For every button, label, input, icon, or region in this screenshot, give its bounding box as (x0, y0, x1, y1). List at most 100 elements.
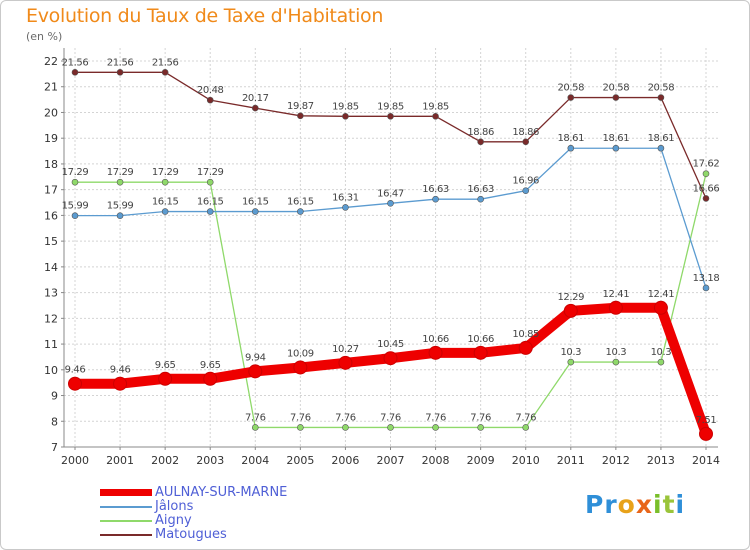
data-label: 16.15 (242, 197, 269, 208)
data-label: 13.18 (693, 273, 720, 284)
data-point (567, 144, 575, 152)
data-label: 17.29 (107, 167, 134, 178)
data-point (702, 195, 710, 202)
data-label: 16.63 (467, 184, 494, 195)
x-tick-label: 2013 (647, 454, 675, 467)
data-label: 12.41 (603, 289, 630, 300)
data-label: 21.56 (107, 57, 134, 68)
data-label: 21.56 (62, 57, 89, 68)
data-point (338, 355, 353, 370)
data-label: 10.3 (606, 347, 627, 358)
data-label: 18.86 (512, 127, 539, 138)
data-point (383, 351, 398, 366)
legend-label: AULNAY-SUR-MARNE (155, 485, 288, 500)
data-label: 15.99 (107, 201, 134, 212)
data-label: 19.85 (422, 101, 449, 112)
data-label: 16.63 (422, 184, 449, 195)
data-point (477, 195, 484, 203)
data-label: 16.15 (197, 197, 224, 208)
data-point (251, 424, 259, 431)
data-point (342, 113, 349, 120)
x-tick-label: 2005 (286, 454, 314, 467)
data-label: 16.66 (693, 183, 720, 194)
x-tick-label: 2010 (512, 454, 540, 467)
y-tick-label: 19 (44, 132, 58, 145)
data-label: 21.56 (152, 57, 179, 68)
data-label: 17.29 (152, 167, 179, 178)
data-label: 16.47 (377, 188, 404, 199)
data-point (206, 178, 214, 186)
y-tick-label: 21 (44, 81, 58, 94)
data-point (657, 358, 665, 366)
data-point (522, 187, 530, 194)
data-label: 19.87 (287, 101, 314, 112)
data-point (161, 69, 169, 76)
data-point (71, 212, 79, 219)
data-point (432, 113, 439, 120)
x-tick-label: 2008 (422, 454, 450, 467)
y-tick-label: 10 (44, 364, 58, 377)
x-tick-label: 2011 (557, 454, 585, 467)
data-point (612, 94, 620, 101)
legend-swatch (100, 520, 152, 522)
legend-label: Aigny (155, 513, 192, 528)
data-label: 16.31 (332, 192, 359, 203)
y-unit-label: (en %) (26, 30, 63, 43)
data-label: 16.15 (287, 197, 314, 208)
y-tick-label: 8 (51, 415, 58, 428)
data-point (293, 360, 308, 375)
data-point (473, 345, 488, 360)
data-point (702, 170, 710, 178)
data-label: 15.99 (62, 201, 89, 212)
data-point (251, 104, 259, 112)
data-label: 9.46 (65, 365, 86, 376)
data-point (567, 94, 575, 101)
data-label: 18.61 (557, 133, 584, 144)
data-label: 7.76 (380, 412, 401, 423)
data-point (518, 340, 533, 355)
legend-label: Jâlons (155, 499, 194, 514)
data-point (522, 138, 530, 146)
data-label: 16.15 (152, 197, 179, 208)
data-point (68, 376, 82, 391)
data-label: 20.58 (648, 83, 675, 94)
data-labels-layer: 17.29 17.29 17.29 17.29 7.76 7.76 7.76 7.76 7.76… (62, 57, 720, 426)
legend-label: Matougues (155, 527, 227, 542)
data-point (297, 424, 304, 431)
data-point (432, 424, 439, 431)
y-tick-label: 9 (51, 390, 58, 403)
logo-letter: t (662, 490, 676, 519)
x-tick-label: 2014 (692, 454, 720, 467)
data-label: 7.76 (515, 412, 536, 423)
data-label: 20.58 (557, 83, 584, 94)
legend-swatch (100, 506, 152, 508)
data-label: 19.85 (377, 101, 404, 112)
data-point (71, 178, 79, 186)
data-point (206, 208, 214, 215)
data-point (116, 212, 124, 219)
logo-letter: o (617, 490, 636, 519)
data-label: 17.62 (693, 159, 720, 170)
data-label: 10.09 (287, 348, 314, 359)
data-point (477, 138, 484, 146)
x-tick-label: 2012 (602, 454, 630, 467)
data-point (608, 300, 623, 315)
data-label: 16.96 (512, 176, 539, 187)
data-point (612, 144, 620, 152)
data-point (567, 358, 575, 366)
data-point (657, 94, 665, 101)
x-tick-label: 2001 (106, 454, 134, 467)
data-point (477, 424, 484, 431)
data-label: 10.66 (467, 334, 494, 345)
logo-letter: x (635, 490, 653, 519)
data-label: 18.86 (467, 127, 494, 138)
legend-swatch (100, 489, 152, 496)
data-point (387, 113, 394, 120)
data-label: 10.85 (512, 329, 539, 340)
data-label: 10.3 (651, 347, 672, 358)
series-layer (68, 69, 713, 441)
data-point (387, 200, 394, 207)
data-label: 7.76 (425, 412, 446, 423)
